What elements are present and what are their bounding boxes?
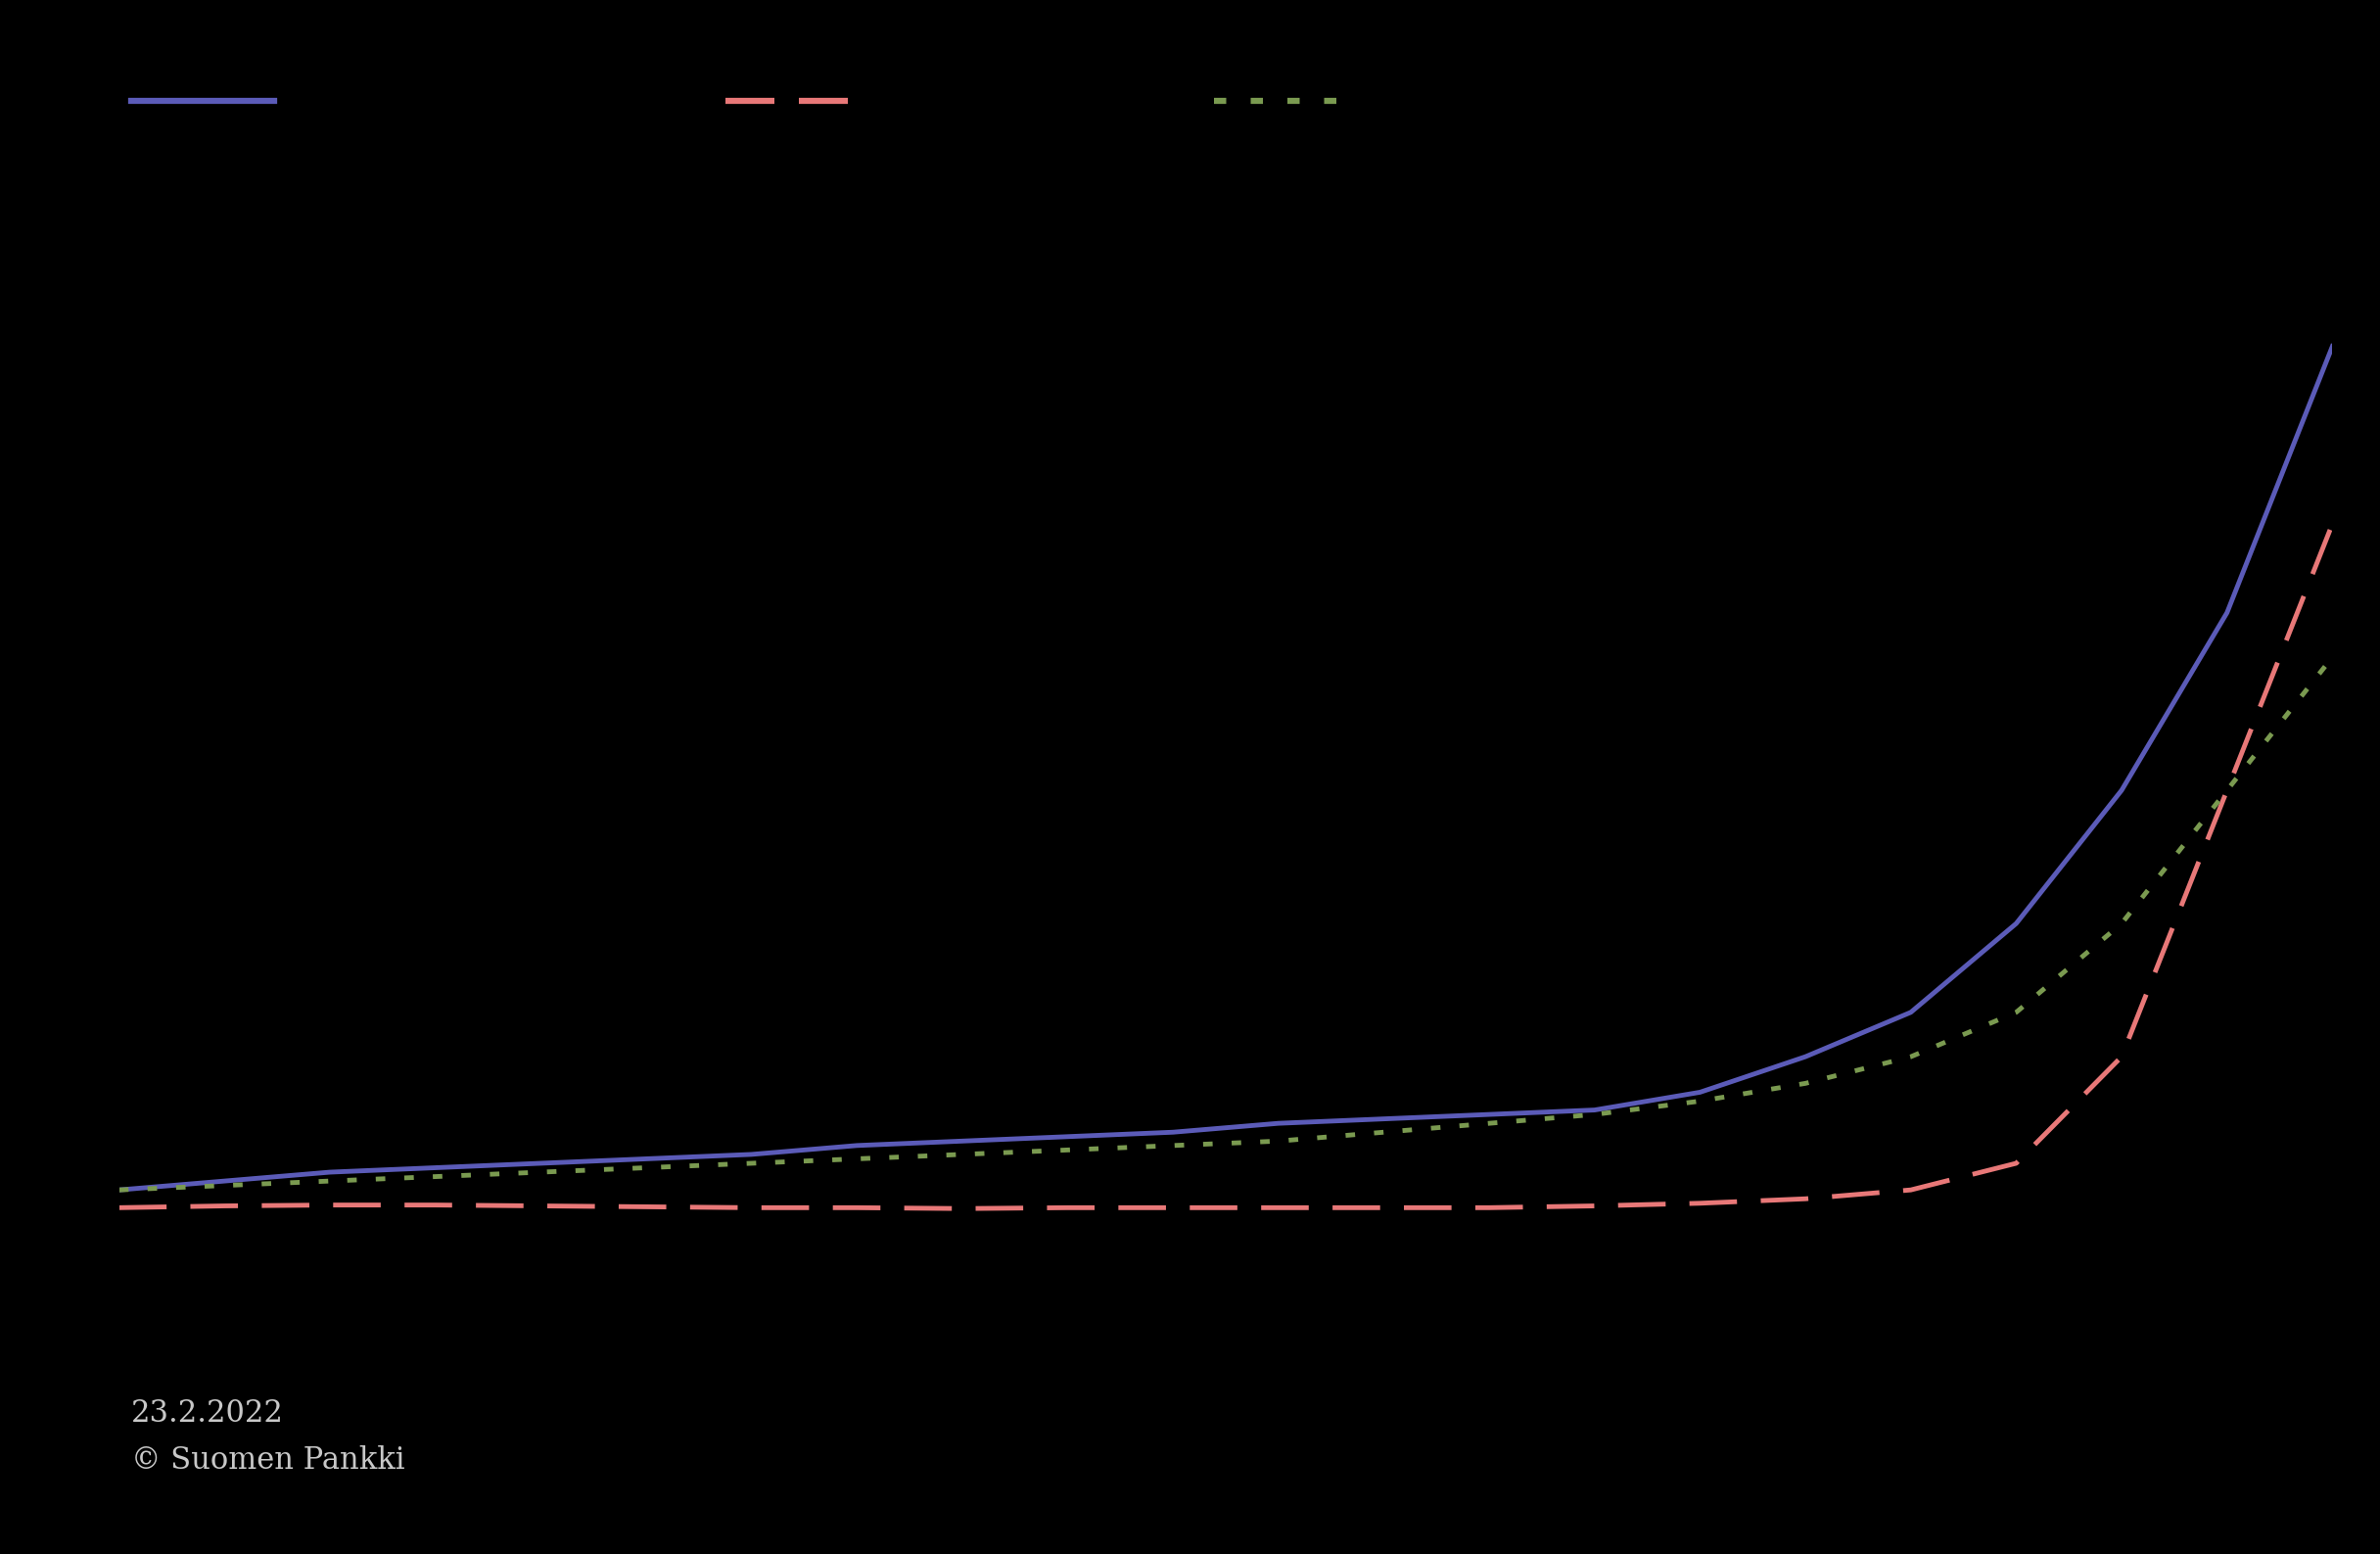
- Text: © Suomen Pankki: © Suomen Pankki: [131, 1445, 405, 1475]
- Text: 23.2.2022: 23.2.2022: [131, 1399, 283, 1428]
